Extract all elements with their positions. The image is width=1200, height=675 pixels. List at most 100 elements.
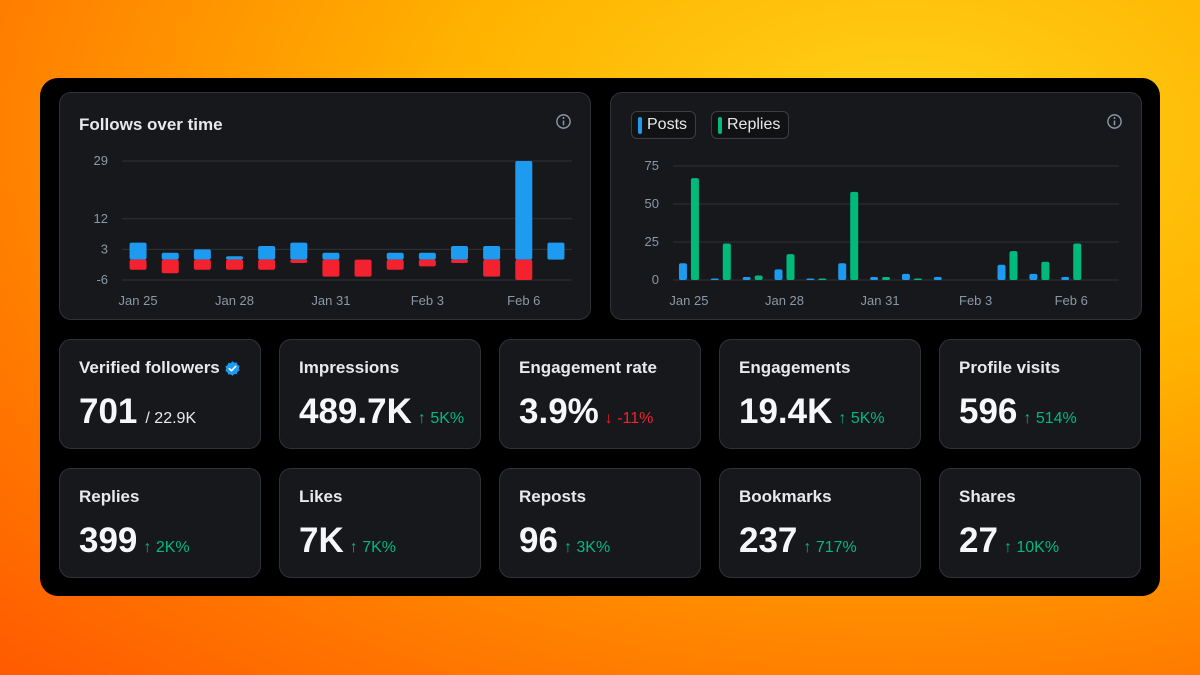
stat-reposts[interactable]: Reposts 96 ↑ 3K% bbox=[499, 468, 701, 578]
replies-bar bbox=[913, 278, 922, 280]
replies-bar bbox=[1009, 251, 1018, 280]
x-tick-label: Feb 3 bbox=[959, 293, 992, 308]
replies-bar bbox=[850, 191, 859, 280]
stat-value-group: 237 ↑ 717% bbox=[739, 521, 857, 561]
stat-delta: ↑ 10K% bbox=[1003, 539, 1060, 556]
stat-value: 96 bbox=[519, 521, 558, 560]
stat-bookmarks[interactable]: Bookmarks 237 ↑ 717% bbox=[719, 468, 921, 578]
stat-value-group: 701 / 22.9K bbox=[79, 392, 196, 432]
posts-bar bbox=[997, 264, 1006, 280]
stat-value: 27 bbox=[959, 521, 998, 560]
unfollows-bar bbox=[418, 259, 436, 267]
stat-engagements[interactable]: Engagements 19.4K ↑ 5K% bbox=[719, 339, 921, 449]
x-tick-label: Jan 28 bbox=[215, 293, 254, 308]
follows-bar bbox=[161, 252, 179, 260]
unfollows-bar bbox=[354, 259, 372, 277]
follows-bar bbox=[258, 246, 276, 260]
stat-label: Shares bbox=[959, 487, 1016, 506]
stat-delta: ↑ 514% bbox=[1023, 410, 1077, 427]
stat-label: Verified followers bbox=[79, 358, 220, 377]
stat-label: Bookmarks bbox=[739, 487, 832, 506]
follows-bar bbox=[129, 242, 147, 260]
posts-bar bbox=[1029, 273, 1038, 280]
x-tick-label: Jan 25 bbox=[119, 293, 158, 308]
info-icon[interactable] bbox=[555, 113, 572, 130]
stat-delta: ↑ 5K% bbox=[838, 410, 885, 427]
unfollows-bar bbox=[129, 259, 147, 270]
y-tick-label: 29 bbox=[94, 153, 108, 168]
stat-label: Replies bbox=[79, 487, 140, 506]
stat-impressions[interactable]: Impressions 489.7K ↑ 5K% bbox=[279, 339, 481, 449]
info-icon[interactable] bbox=[1106, 113, 1123, 130]
activity-chart-card: Posts Replies 75 50 25 0 Jan 25 Jan 28 Jan 31 F… bbox=[610, 92, 1142, 320]
follows-chart-card: Follows over time 29 12 3 -6 Jan 25 Jan 28 Jan… bbox=[59, 92, 591, 320]
stat-delta: ↑ 7K% bbox=[349, 539, 396, 556]
stat-label: Impressions bbox=[299, 358, 400, 377]
stat-delta: ↑ 5K% bbox=[417, 410, 465, 427]
posts-bar bbox=[901, 273, 910, 280]
legend-replies[interactable]: Replies bbox=[711, 111, 790, 139]
stat-replies[interactable]: Replies 399 ↑ 2K% bbox=[59, 468, 261, 578]
posts-bar bbox=[870, 276, 879, 280]
follows-chart: 29 12 3 -6 Jan 25 Jan 28 Jan 31 Feb 3 Feb 6 bbox=[94, 153, 572, 308]
stat-value-group: 7K ↑ 7K% bbox=[299, 521, 396, 561]
follows-bar bbox=[483, 246, 501, 260]
posts-bar bbox=[742, 276, 751, 280]
y-tick-label: -6 bbox=[96, 272, 108, 287]
stat-value: 489.7K bbox=[299, 392, 412, 431]
follows-bar bbox=[386, 252, 404, 260]
stat-label: Profile visits bbox=[959, 358, 1061, 377]
stat-label: Engagements bbox=[739, 358, 851, 377]
x-tick-label: Feb 6 bbox=[1055, 293, 1088, 308]
unfollows-bar bbox=[258, 259, 276, 270]
stat-delta: ↑ 717% bbox=[803, 539, 857, 556]
x-tick-label: Jan 25 bbox=[669, 293, 708, 308]
stat-label: Reposts bbox=[519, 487, 587, 506]
replies-bar bbox=[1073, 243, 1082, 280]
follows-bar bbox=[290, 242, 308, 260]
stat-likes[interactable]: Likes 7K ↑ 7K% bbox=[279, 468, 481, 578]
legend-posts[interactable]: Posts bbox=[631, 111, 697, 139]
stat-profile-visits[interactable]: Profile visits 596 ↑ 514% bbox=[939, 339, 1141, 449]
x-tick-label: Feb 3 bbox=[411, 293, 444, 308]
x-tick-label: Feb 6 bbox=[507, 293, 540, 308]
replies-bar bbox=[882, 276, 891, 280]
posts-bar bbox=[806, 278, 815, 280]
stat-verified-followers[interactable]: Verified followers 701 / 22.9K bbox=[59, 339, 261, 449]
stat-label: Engagement rate bbox=[519, 358, 657, 377]
x-tick-label: Jan 31 bbox=[311, 293, 350, 308]
replies-bar bbox=[690, 178, 699, 280]
stat-value-group: 19.4K ↑ 5K% bbox=[739, 392, 885, 432]
replies-bar bbox=[754, 275, 763, 280]
legend-posts-label: Posts bbox=[647, 116, 688, 133]
stat-delta: ↑ 3K% bbox=[563, 539, 611, 556]
unfollows-bar bbox=[515, 259, 533, 280]
activity-chart: 75 50 25 0 Jan 25 Jan 28 Jan 31 Feb 3 Feb 6 bbox=[645, 158, 1119, 308]
y-tick-label: 50 bbox=[645, 196, 659, 211]
y-tick-label: 12 bbox=[94, 211, 108, 226]
stat-value-group: 596 ↑ 514% bbox=[959, 392, 1077, 432]
posts-bar bbox=[774, 269, 783, 280]
stat-total: / 22.9K bbox=[145, 410, 197, 427]
replies-bar bbox=[1041, 261, 1050, 280]
unfollows-bar bbox=[451, 259, 468, 263]
follows-chart-title: Follows over time bbox=[79, 115, 223, 134]
stat-label: Likes bbox=[299, 487, 343, 506]
follows-bar bbox=[193, 249, 211, 260]
stat-delta: ↑ 2K% bbox=[143, 539, 190, 556]
unfollows-bar bbox=[322, 259, 340, 277]
analytics-panel: Follows over time 29 12 3 -6 Jan 25 Jan 28 Jan… bbox=[40, 78, 1160, 596]
posts-swatch bbox=[638, 117, 642, 134]
posts-bar bbox=[678, 263, 687, 280]
stat-value-group: 27 ↑ 10K% bbox=[959, 521, 1059, 561]
unfollows-bar bbox=[193, 259, 211, 270]
stat-value: 7K bbox=[299, 521, 344, 560]
stat-value: 596 bbox=[959, 392, 1018, 431]
stat-engagement-rate[interactable]: Engagement rate 3.9% ↓ -11% bbox=[499, 339, 701, 449]
y-tick-label: 0 bbox=[652, 272, 659, 287]
posts-bar bbox=[838, 263, 847, 280]
y-tick-label: 3 bbox=[101, 241, 108, 256]
stat-value-group: 489.7K ↑ 5K% bbox=[299, 392, 464, 432]
follows-bar bbox=[418, 252, 436, 260]
stat-shares[interactable]: Shares 27 ↑ 10K% bbox=[939, 468, 1141, 578]
